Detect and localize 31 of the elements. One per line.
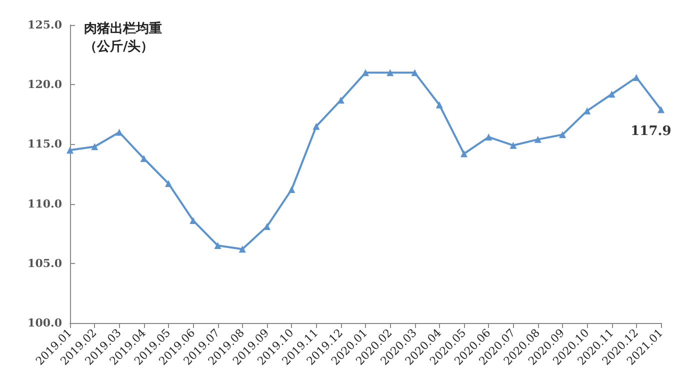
point — [386, 69, 394, 76]
point — [632, 74, 640, 81]
point — [584, 107, 591, 114]
point — [436, 101, 443, 108]
point — [140, 155, 148, 162]
y-tick-label: 110.0 — [28, 197, 62, 210]
point — [91, 143, 98, 150]
point — [460, 150, 468, 158]
y-tick-label: 100.0 — [28, 316, 62, 330]
point — [165, 180, 172, 188]
point — [312, 122, 320, 130]
y-tick-label: 115.0 — [28, 138, 62, 151]
point — [238, 246, 246, 253]
point — [608, 90, 616, 98]
point — [658, 106, 664, 114]
point — [559, 131, 566, 138]
point — [264, 222, 270, 230]
point — [66, 146, 74, 154]
point — [534, 136, 542, 143]
y-tick-label: 125.0 — [28, 18, 62, 32]
point — [485, 134, 492, 141]
y-axis-title: 肉猪出栏均重（公斤/头） — [84, 20, 162, 54]
point — [510, 142, 517, 149]
data-label: 117.9 — [630, 124, 672, 140]
point — [116, 128, 123, 136]
point — [214, 242, 222, 250]
point — [411, 69, 418, 76]
y-tick-label: 120.0 — [28, 78, 62, 92]
point — [288, 186, 296, 193]
point — [362, 69, 369, 76]
y-tick-label: 105.0 — [28, 256, 62, 270]
